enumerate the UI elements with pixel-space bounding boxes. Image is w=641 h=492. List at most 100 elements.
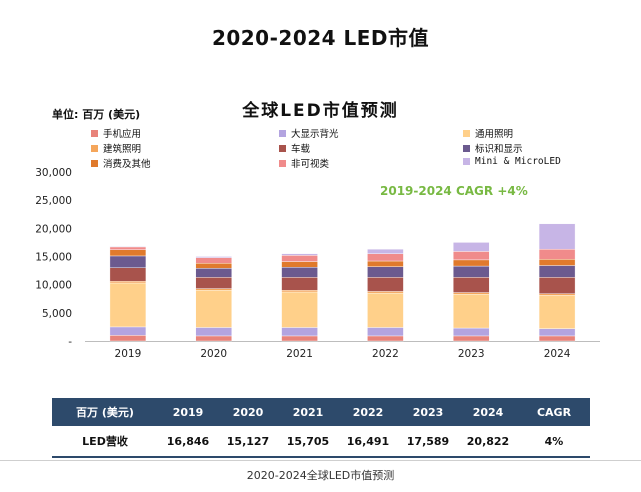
bar-segment — [538, 277, 576, 294]
y-tick-label: 5,000 — [42, 308, 72, 320]
legend-item: Mini & MicroLED — [463, 156, 561, 167]
unit-label: 单位: 百万 (美元) — [52, 108, 141, 121]
bar-segment — [281, 277, 318, 291]
bar-segment — [453, 292, 490, 295]
x-tick-label: 2022 — [372, 348, 399, 360]
bar-segment — [453, 242, 490, 252]
bar-segment — [281, 335, 318, 342]
bar-segment — [538, 259, 576, 266]
bar-segment — [109, 282, 147, 328]
legend-item: 建筑照明 — [91, 141, 141, 155]
bar-segment — [367, 260, 404, 267]
bar-segment — [367, 248, 404, 254]
bar-segment — [109, 246, 147, 248]
y-tick-label: 30,000 — [35, 167, 72, 179]
chart-legend: 手机应用 建筑照明 消费及其他 大显示背光 车载 非可视类 通用照明 标识和显示… — [91, 126, 581, 170]
y-tick-label: 20,000 — [35, 223, 72, 235]
bar-segment — [453, 259, 490, 267]
legend-label: Mini & MicroLED — [475, 156, 561, 167]
bar-segment — [367, 335, 404, 342]
bar-segment — [281, 291, 318, 328]
bar-segment — [195, 268, 232, 278]
x-tick-label: 2024 — [544, 348, 571, 360]
table-row: LED营收 16,846 15,127 15,705 16,491 17,589… — [52, 426, 590, 458]
stacked-bar-chart: - 5,000 10,000 15,000 20,000 25,000 30,000 2019… — [35, 167, 600, 360]
bar-segment — [109, 335, 147, 342]
bar-segment — [281, 261, 318, 268]
bar-segment — [453, 251, 490, 261]
table-cell: 17,589 — [406, 434, 450, 448]
bar-segment — [538, 265, 576, 278]
table-cell: 20,822 — [466, 434, 510, 448]
table-header-cell: 2019 — [172, 405, 204, 419]
x-tick-label: 2021 — [286, 348, 313, 360]
bar-segment — [367, 277, 404, 292]
bar-segment — [367, 291, 404, 294]
legend-item: 标识和显示 — [463, 141, 523, 155]
legend-item: 非可视类 — [279, 156, 329, 170]
bar-segment — [538, 328, 576, 337]
page-title: 2020-2024 LED市值 — [211, 26, 430, 50]
legend-label: 非可视类 — [291, 159, 330, 170]
legend-swatch — [463, 144, 470, 152]
bar-segment — [281, 253, 318, 256]
table-cell: 16,491 — [346, 434, 390, 448]
bar-segment — [538, 295, 576, 329]
bar-segment — [109, 249, 147, 257]
bar-segment — [453, 327, 490, 337]
legend-swatch — [279, 159, 286, 167]
bar-segment — [195, 327, 232, 337]
bar-segment — [453, 277, 490, 293]
legend-swatch — [91, 129, 98, 137]
cagr-annotation: 2019-2024 CAGR +4% — [380, 184, 528, 198]
chart-title: 全球LED市值预测 — [242, 101, 399, 121]
table-header-cell: 2022 — [352, 405, 384, 419]
bar-segment — [195, 263, 232, 269]
legend-swatch — [463, 158, 470, 165]
legend-label: 手机应用 — [103, 129, 142, 140]
bar-segment — [281, 290, 318, 293]
bar-segment — [281, 255, 318, 262]
legend-label: 建筑照明 — [103, 144, 142, 155]
table-header-cell: 2023 — [412, 405, 444, 419]
divider — [0, 460, 641, 461]
y-tick-label: 25,000 — [35, 195, 72, 207]
y-tick-label: - — [68, 336, 72, 348]
bar-segment — [538, 223, 576, 250]
bar-segment — [109, 326, 147, 336]
bar-segment — [195, 335, 232, 342]
bar-segment — [195, 257, 232, 264]
legend-swatch — [463, 129, 470, 137]
bar-segment — [109, 267, 147, 282]
legend-swatch — [91, 144, 98, 152]
y-tick-label: 10,000 — [35, 280, 72, 292]
legend-item: 通用照明 — [463, 126, 513, 140]
legend-label: 通用照明 — [475, 129, 514, 140]
bar-segment — [109, 281, 147, 284]
bar-segment — [538, 335, 576, 342]
legend-swatch — [279, 129, 286, 137]
table-cell: 4% — [544, 434, 564, 448]
legend-item: 手机应用 — [91, 126, 141, 140]
legend-label: 消费及其他 — [103, 159, 151, 170]
table-cell: 16,846 — [166, 434, 210, 448]
table-cell: 15,705 — [286, 434, 330, 448]
x-tick-label: 2019 — [115, 348, 142, 360]
bar-segment — [367, 292, 404, 328]
table-header-cell: CAGR — [536, 405, 572, 419]
legend-item: 大显示背光 — [279, 126, 339, 140]
table-header-cell: 2021 — [292, 405, 324, 419]
table-header-row: 百万 (美元) 2019 2020 2021 2022 2023 2024 CA… — [52, 398, 590, 426]
bar-segment — [453, 265, 490, 278]
bar-segment — [195, 277, 232, 289]
legend-label: 标识和显示 — [475, 144, 523, 155]
bar-segment — [367, 253, 404, 262]
table-cell: 15,127 — [226, 434, 270, 448]
bar-segment — [367, 327, 404, 337]
y-tick-label: 15,000 — [35, 252, 72, 264]
bar-segment — [453, 294, 490, 329]
bar-segment — [195, 288, 232, 291]
legend-swatch — [279, 144, 286, 152]
bar-segment — [195, 290, 232, 328]
bar-segment — [453, 335, 490, 342]
